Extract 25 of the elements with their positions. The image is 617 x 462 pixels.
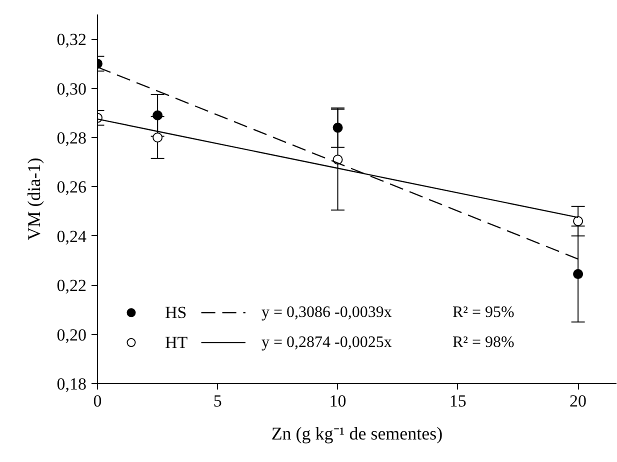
x-tick-label: 0 (93, 392, 102, 410)
y-tick-label: 0,18 (56, 374, 86, 394)
legend-label: HS (164, 303, 187, 322)
annotation: R² = 95% (452, 304, 514, 322)
annotation: y = 0,2874 -0,0025x (262, 334, 392, 352)
point (573, 269, 584, 280)
x-tick-label: 10 (329, 392, 346, 410)
y-tick-label: 0,24 (56, 226, 87, 246)
y-tick-label: 0,30 (56, 79, 86, 98)
y-axis-title: VM (dia-1) (24, 158, 44, 240)
point (573, 216, 584, 226)
annotation: R² = 98% (452, 334, 514, 352)
y-tick-label: 0,32 (56, 30, 86, 50)
point (332, 122, 343, 133)
y-tick-label: 0,26 (56, 178, 86, 197)
point (152, 132, 163, 142)
x-tick-label: 5 (213, 392, 222, 410)
x-tick-label: 20 (570, 392, 587, 410)
legend-label: HT (164, 333, 188, 352)
y-tick-label: 0,20 (56, 325, 86, 344)
x-tick-label: 15 (449, 392, 466, 410)
y-tick-label: 0,22 (56, 276, 86, 296)
y-tick-label: 0,28 (56, 128, 86, 148)
x-axis-title: Zn (g kg⁻¹ de sementes) (271, 424, 443, 444)
annotation: y = 0,3086 -0,0039x (262, 304, 392, 322)
